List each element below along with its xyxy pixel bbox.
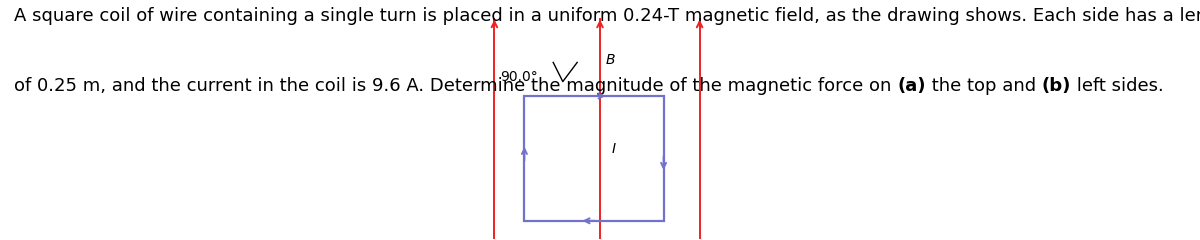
Text: the top and: the top and [926,77,1042,95]
Text: 90.0°: 90.0° [500,70,538,84]
Bar [524,96,664,221]
Text: I: I [612,142,616,156]
Text: (b): (b) [1042,77,1072,95]
Text: (a): (a) [898,77,926,95]
Text: A square coil of wire containing a single turn is placed in a uniform 0.24-T mag: A square coil of wire containing a singl… [14,7,1200,25]
Text: of 0.25 m, and the current in the coil is 9.6 A. Determine the magnitude of the : of 0.25 m, and the current in the coil i… [14,77,898,95]
Text: left sides.: left sides. [1072,77,1164,95]
Text: B: B [606,53,616,67]
